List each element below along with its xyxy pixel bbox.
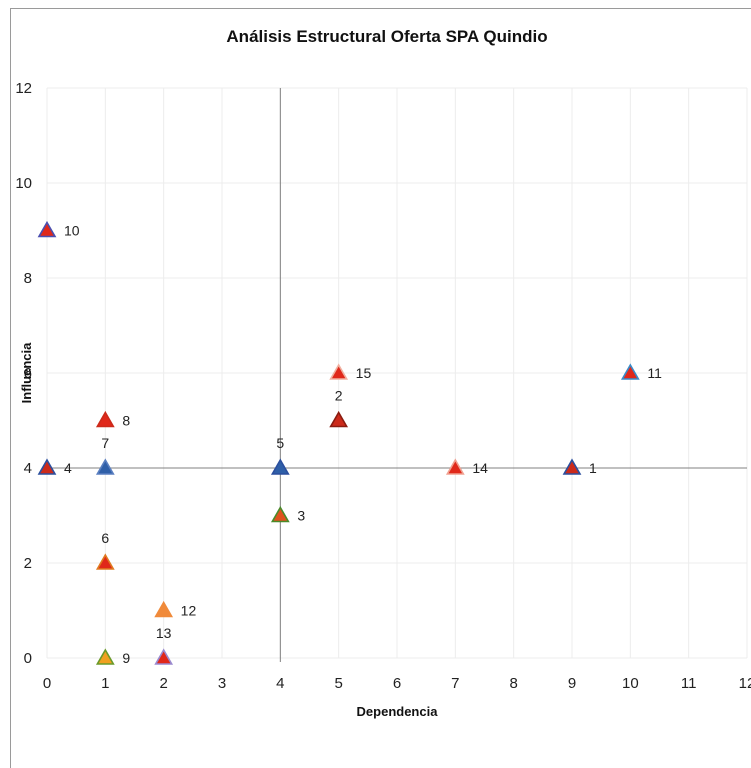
y-tick-label: 12 bbox=[15, 80, 32, 97]
y-tick-label: 10 bbox=[15, 175, 32, 192]
y-tick-label: 6 bbox=[24, 365, 32, 382]
data-point-6 bbox=[95, 553, 115, 570]
data-point-11 bbox=[620, 363, 640, 380]
data-label-6: 6 bbox=[101, 530, 109, 546]
y-tick-label: 8 bbox=[24, 270, 32, 287]
data-point-7 bbox=[95, 458, 115, 475]
chart-frame bbox=[10, 8, 751, 768]
data-point-9 bbox=[95, 648, 115, 665]
x-axis-title: Dependencia bbox=[357, 704, 439, 719]
data-point-1 bbox=[562, 458, 582, 475]
data-label-5: 5 bbox=[276, 435, 284, 451]
chart-title: Análisis Estructural Oferta SPA Quindio bbox=[226, 27, 547, 46]
grid-layer bbox=[46, 87, 748, 659]
x-tick-label: 12 bbox=[739, 675, 751, 692]
data-point-13 bbox=[154, 648, 174, 665]
data-point-8 bbox=[95, 410, 115, 428]
data-point-5 bbox=[270, 458, 290, 475]
x-tick-label: 2 bbox=[159, 675, 167, 692]
data-label-13: 13 bbox=[156, 625, 172, 641]
x-tick-label: 1 bbox=[101, 675, 109, 692]
data-label-9: 9 bbox=[122, 650, 130, 666]
x-tick-label: 6 bbox=[393, 675, 401, 692]
x-tick-label: 0 bbox=[43, 675, 51, 692]
quadrant-lines bbox=[47, 88, 747, 662]
data-label-1: 1 bbox=[589, 460, 597, 476]
x-tick-label: 7 bbox=[451, 675, 459, 692]
y-tick-label: 4 bbox=[24, 460, 32, 477]
data-label-2: 2 bbox=[335, 388, 343, 404]
data-label-10: 10 bbox=[64, 223, 80, 239]
x-tick-label: 3 bbox=[218, 675, 226, 692]
x-tick-label: 4 bbox=[276, 675, 284, 692]
x-tick-label: 5 bbox=[334, 675, 342, 692]
data-point-10 bbox=[37, 220, 57, 238]
data-label-12: 12 bbox=[181, 603, 197, 619]
y-axis-title: Influencia bbox=[19, 342, 34, 403]
data-points bbox=[37, 220, 640, 665]
data-label-14: 14 bbox=[472, 460, 488, 476]
data-point-3 bbox=[270, 505, 290, 523]
data-point-4 bbox=[37, 458, 57, 475]
y-tick-label: 2 bbox=[24, 555, 32, 572]
x-tick-label: 10 bbox=[622, 675, 639, 692]
data-label-4: 4 bbox=[64, 460, 72, 476]
data-label-15: 15 bbox=[356, 365, 372, 381]
x-tick-label: 9 bbox=[568, 675, 576, 692]
x-tick-label: 8 bbox=[509, 675, 517, 692]
data-point-2 bbox=[329, 410, 349, 428]
tick-labels: 0123456789101112024681012 bbox=[15, 80, 751, 692]
y-tick-label: 0 bbox=[24, 650, 32, 667]
data-label-3: 3 bbox=[297, 508, 305, 524]
data-point-14 bbox=[445, 458, 465, 475]
data-label-8: 8 bbox=[122, 413, 130, 429]
data-label-7: 7 bbox=[101, 435, 109, 451]
data-point-12 bbox=[154, 600, 174, 618]
data-point-15 bbox=[329, 363, 349, 380]
data-label-11: 11 bbox=[647, 365, 662, 381]
x-tick-label: 11 bbox=[681, 675, 697, 692]
